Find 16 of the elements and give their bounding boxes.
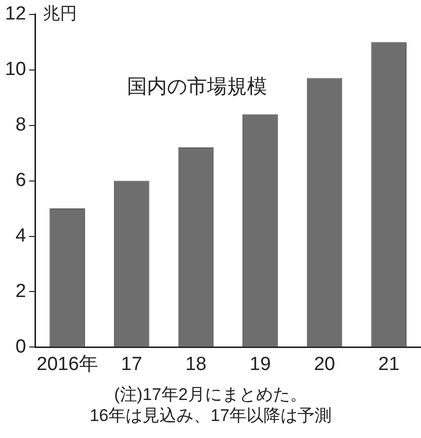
text: (注)17年2月にまとめた。 16年は見込み、17年以降は予測 (88, 384, 332, 426)
y-tick-label: 4 (16, 226, 27, 246)
y-tick-label: 0 (16, 336, 26, 358)
x-tick-label: 17 (121, 354, 142, 375)
y-axis-title: 兆円 (43, 4, 78, 24)
x-tick-label: 21 (378, 354, 400, 375)
x-tick-label: 20 (314, 354, 336, 375)
x-tick-label: 2016年 (36, 354, 98, 375)
text: 国内の市場規模 (127, 76, 268, 98)
y-tick-label: 8 (16, 114, 26, 136)
x-tick-label: 19 (250, 354, 271, 375)
y-tick-label: 2 (16, 280, 26, 302)
y-tick-label: 12 (4, 4, 26, 25)
y-tick-label: 6 (16, 170, 26, 192)
y-tick-label: 10 (4, 59, 26, 80)
x-tick-label: 18 (185, 354, 206, 375)
